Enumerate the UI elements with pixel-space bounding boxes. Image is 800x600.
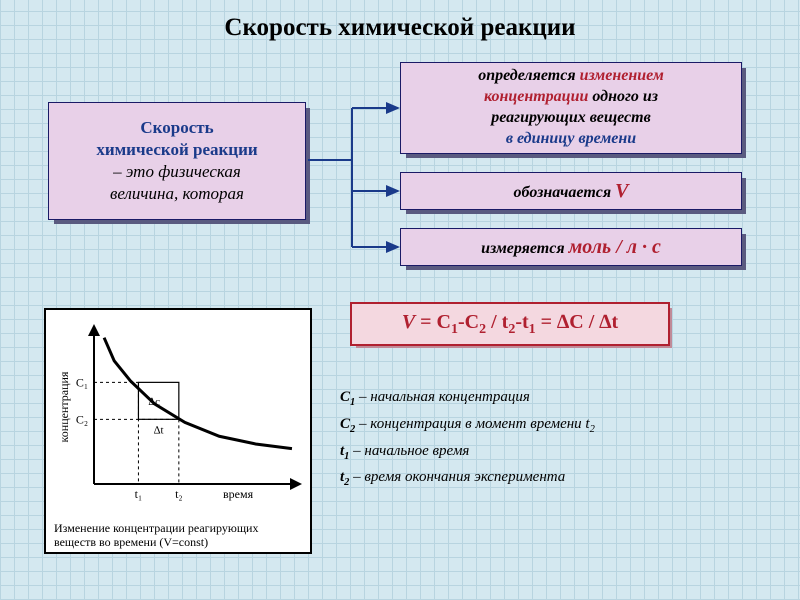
page-title: Скорость химической реакции (0, 0, 800, 42)
svg-text:концентрация: концентрация (57, 371, 71, 442)
concentration-chart: C₁ C₂ t₁ t₂ ∆c ∆t концентрация время Изм… (44, 308, 312, 554)
legend-item: C1 – начальная концентрация (340, 385, 595, 412)
connector-arrows (304, 100, 410, 255)
svg-text:C₂: C₂ (76, 412, 88, 426)
definition-box: Скоростьхимической реакции– это физическ… (48, 102, 306, 220)
units-box: измеряется моль / л · с (400, 228, 742, 266)
svg-text:C₁: C₁ (76, 375, 88, 389)
defined-by-box: определяется изменениемконцентрации одно… (400, 62, 742, 154)
svg-text:время: время (223, 487, 254, 501)
svg-text:t₂: t₂ (175, 487, 183, 501)
formula-box: V = C1-C2 / t2-t1 = ∆C / ∆t (350, 302, 670, 346)
svg-text:∆c: ∆c (148, 396, 160, 408)
symbol-box: обозначается V (400, 172, 742, 210)
legend-item: C2 – концентрация в момент времени t2 (340, 412, 595, 439)
legend-item: t1 – начальное время (340, 439, 595, 466)
svg-text:∆t: ∆t (154, 424, 164, 436)
svg-text:t₁: t₁ (135, 487, 143, 501)
legend-item: t2 – время окончания эксперимента (340, 465, 595, 492)
variable-legend: C1 – начальная концентрацияC2 – концентр… (340, 385, 595, 492)
